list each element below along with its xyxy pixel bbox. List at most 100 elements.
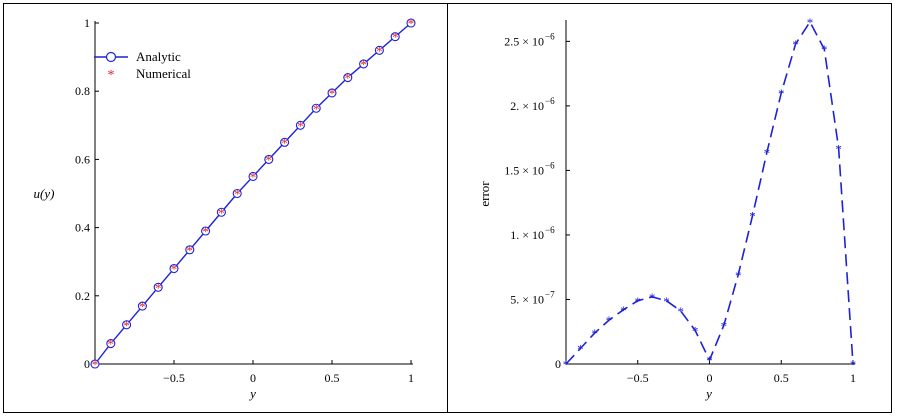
right-x-axis-label: y — [704, 386, 712, 401]
numerical-point: * — [250, 169, 257, 184]
numerical-point: * — [329, 86, 336, 101]
error-point: * — [706, 353, 713, 368]
error-point: * — [606, 313, 613, 328]
left-x-tick-label: 1 — [408, 371, 414, 385]
error-point: * — [591, 326, 598, 341]
right-y-tick-label: 1.5 × 10 — [504, 163, 544, 177]
right-y-tick-label: 0 — [555, 357, 561, 371]
error-point: * — [563, 357, 570, 372]
analytic-point — [295, 120, 305, 130]
analytic-point — [185, 245, 195, 255]
numerical-point: * — [187, 243, 194, 258]
error-point: * — [735, 268, 742, 283]
numerical-point: * — [297, 118, 304, 133]
numerical-point: * — [234, 187, 241, 202]
analytic-point — [122, 320, 132, 330]
analytic-point — [232, 188, 242, 199]
error-point: * — [577, 342, 584, 357]
right-x-tick-label: 0.5 — [774, 371, 789, 385]
error-point: * — [635, 294, 642, 309]
numerical-point: * — [123, 318, 130, 333]
legend-numerical-marker: * — [108, 68, 115, 83]
numerical-point: * — [392, 30, 399, 45]
analytic-point — [343, 73, 353, 83]
error-point: * — [721, 318, 728, 333]
analytic-point — [280, 137, 290, 147]
error-point: * — [821, 42, 828, 57]
numerical-point: * — [155, 280, 162, 295]
numerical-point: * — [202, 224, 209, 239]
right-y-tick-exponent: −7 — [545, 289, 555, 299]
left-x-axis-label: y — [248, 386, 256, 401]
numerical-point: * — [139, 299, 146, 314]
left-axes — [94, 21, 413, 365]
left-y-tick-label: 0.8 — [75, 84, 90, 98]
analytic-point — [264, 154, 274, 164]
error-point: * — [792, 37, 799, 52]
numerical-point: * — [313, 101, 320, 116]
right-y-tick-exponent: −6 — [545, 96, 555, 106]
left-y-tick-label: 0.2 — [75, 289, 90, 303]
numerical-point: * — [92, 357, 99, 372]
error-point: * — [835, 141, 842, 156]
analytic-point — [90, 359, 100, 369]
analytic-point — [153, 282, 163, 292]
left-x-tick-label: 0 — [250, 371, 256, 385]
numerical-point: * — [218, 205, 225, 220]
error-point: * — [778, 86, 785, 101]
right-y-tick-label: 2.5 × 10 — [504, 34, 544, 48]
left-y-tick-label: 0 — [84, 357, 90, 371]
analytic-point — [248, 171, 258, 181]
error-line — [565, 20, 854, 365]
numerical-point: * — [266, 152, 273, 167]
error-point: * — [620, 303, 627, 318]
right-x-tick-label: 1 — [850, 371, 856, 385]
legend-numerical-label: Numerical — [136, 66, 191, 81]
analytic-point — [169, 263, 179, 274]
analytic-point — [201, 226, 211, 236]
right-y-tick-exponent: −6 — [545, 31, 555, 41]
analytic-point — [137, 301, 147, 311]
right-series: * * * * * * * * * * * * * * * * * * * * * — [563, 15, 857, 372]
analytic-point — [327, 88, 337, 98]
error-point: * — [678, 304, 685, 319]
analytic-point — [106, 338, 116, 349]
error-point: * — [807, 15, 814, 30]
numerical-point: * — [376, 43, 383, 58]
numerical-point: * — [345, 71, 352, 86]
analytic-point — [374, 45, 384, 55]
right-y-tick-label: 5. × 10 — [510, 292, 544, 306]
right-y-tick-exponent: −6 — [545, 225, 555, 235]
numerical-point: * — [408, 16, 415, 31]
analytic-point — [359, 59, 369, 69]
legend-analytic-marker — [105, 51, 117, 63]
right-y-tick-exponent: −6 — [545, 160, 555, 170]
left-y-tick-label: 1 — [84, 16, 90, 30]
right-tick-labels: −0.5 0 0.5 105. × 10 −71. × 10 −61.5 × 10 −62.… — [504, 31, 856, 385]
left-chart: −0.5 0 0.5 100.20.40.60.81 y u(y) *********… — [34, 16, 416, 401]
analytic-point — [390, 32, 400, 42]
left-x-tick-label: −0.5 — [163, 371, 185, 385]
right-chart: −0.5 0 0.5 105. × 10 −71. × 10 −61.5 × 10 −62.… — [477, 15, 856, 401]
right-y-tick-label: 2. × 10 — [510, 99, 544, 113]
right-y-axis-label: error — [477, 181, 492, 207]
numerical-point: * — [281, 135, 288, 150]
analytic-point — [311, 103, 321, 113]
left-x-tick-label: 0.5 — [325, 371, 340, 385]
analytic-point — [406, 18, 416, 28]
numerical-point: * — [108, 337, 115, 352]
left-tick-labels: −0.5 0 0.5 1 0 0.2 0.4 0.6 0.8 1 — [75, 16, 414, 385]
left-legend: Analytic * Numerical — [94, 49, 191, 83]
right-y-tick-label: 1. × 10 — [510, 228, 544, 242]
error-point: * — [663, 294, 670, 309]
analytic-point — [216, 207, 226, 217]
error-point: * — [692, 323, 699, 338]
right-x-tick-label: −0.5 — [627, 371, 649, 385]
left-y-tick-label: 0.6 — [75, 152, 90, 166]
error-point: * — [649, 290, 656, 305]
left-y-axis-label: u(y) — [34, 186, 55, 201]
numerical-point: * — [171, 262, 178, 277]
right-x-tick-label: 0 — [707, 371, 713, 385]
right-panel-frame — [447, 3, 892, 413]
